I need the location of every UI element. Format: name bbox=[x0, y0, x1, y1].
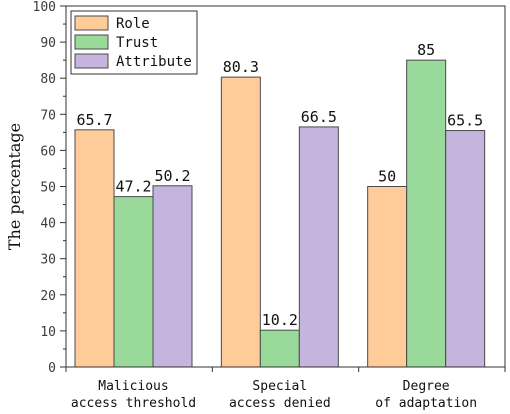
bar-attribute-2 bbox=[298, 126, 339, 368]
bar-attribute-3 bbox=[445, 130, 486, 368]
data-label-role-1: 65.7 bbox=[76, 111, 112, 129]
y-tick-label: 100 bbox=[33, 0, 56, 15]
y-tick-label: 30 bbox=[40, 253, 56, 268]
y-tick-label: 0 bbox=[48, 361, 56, 376]
legend-label-trust: Trust bbox=[116, 35, 158, 51]
y-tick-label: 10 bbox=[40, 325, 56, 340]
bar-trust-3 bbox=[406, 59, 447, 368]
y-tick-label: 60 bbox=[40, 144, 56, 159]
data-label-attribute-2: 66.5 bbox=[301, 108, 337, 126]
y-tick-label: 70 bbox=[40, 108, 56, 123]
y-tick-label: 90 bbox=[40, 36, 56, 51]
bar-role-2 bbox=[220, 76, 261, 368]
legend-label-role: Role bbox=[116, 16, 150, 32]
y-tick-label: 40 bbox=[40, 217, 56, 232]
data-label-attribute-1: 50.2 bbox=[154, 167, 190, 185]
legend-swatch-trust bbox=[74, 34, 109, 50]
y-axis-title: The percentage bbox=[5, 123, 24, 250]
y-tick-label: 20 bbox=[40, 289, 56, 304]
legend-label-attribute: Attribute bbox=[116, 54, 192, 70]
bar-role-3 bbox=[367, 186, 408, 368]
x-tick-label-3: Degree of adaptation bbox=[375, 379, 477, 411]
x-tick-label-2: Special access denied bbox=[229, 379, 331, 411]
legend-swatch-role bbox=[74, 15, 109, 31]
data-label-attribute-3: 65.5 bbox=[447, 112, 483, 130]
y-tick-label: 50 bbox=[40, 181, 56, 196]
bar-trust-1 bbox=[113, 196, 154, 368]
axes-layer: 0 10 20 30 40 50 60 70 80 90 100 Malicious access th… bbox=[33, 0, 506, 411]
x-tick-label-1: Malicious access threshold bbox=[71, 379, 196, 411]
data-label-trust-1: 47.2 bbox=[115, 178, 151, 196]
data-label-role-2: 80.3 bbox=[223, 58, 259, 76]
y-tick-label: 80 bbox=[40, 72, 56, 87]
data-labels-layer: 65.7 80.3 50 47.2 10.2 85 50.2 66.5 65.5 bbox=[76, 41, 483, 329]
bar-attribute-1 bbox=[152, 185, 193, 368]
data-label-trust-3: 85 bbox=[417, 41, 435, 59]
data-label-role-3: 50 bbox=[378, 168, 396, 186]
bar-role-1 bbox=[74, 129, 115, 368]
bars-layer bbox=[74, 59, 486, 368]
legend-swatch-attribute bbox=[74, 53, 109, 69]
bar-trust-2 bbox=[259, 329, 300, 368]
data-label-trust-2: 10.2 bbox=[262, 311, 298, 329]
legend: Role Trust Attribute bbox=[70, 10, 198, 75]
